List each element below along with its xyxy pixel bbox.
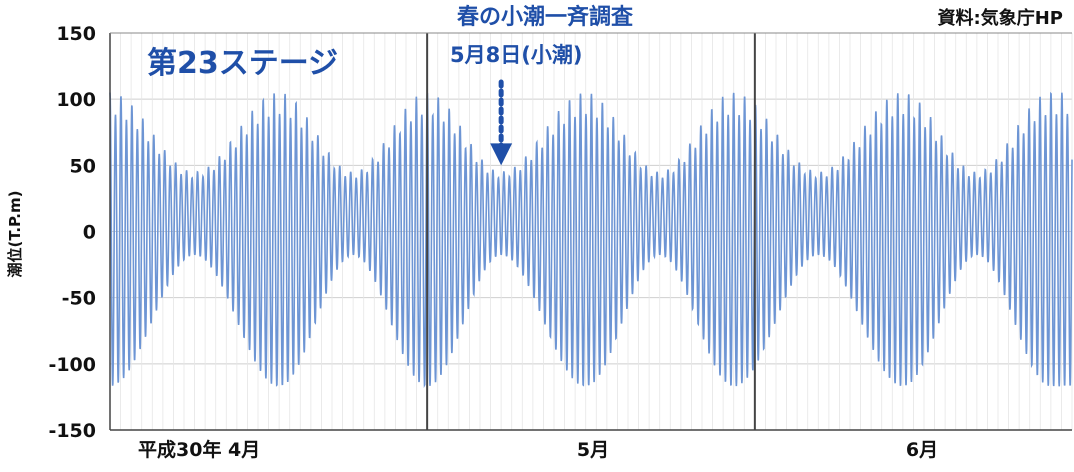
frame-layer xyxy=(109,32,1072,431)
tide-series-line xyxy=(109,91,1073,389)
y-tick-label: -100 xyxy=(48,354,96,376)
chart-title: 春の小潮一斉調査 xyxy=(457,4,634,30)
x-period-label: 5月 xyxy=(577,439,609,461)
x-period-label: 6月 xyxy=(906,439,938,461)
source-label: 資料:気象庁HP xyxy=(938,7,1063,29)
y-tick-label: 50 xyxy=(70,155,96,177)
y-tick-label: -50 xyxy=(62,288,96,310)
x-period-label: 平成30年 4月 xyxy=(138,438,260,461)
month-labels: 平成30年 4月 5月 6月 xyxy=(138,438,938,461)
y-tick-label: 0 xyxy=(83,222,96,244)
y-axis-label: 潮位(T.P.m) xyxy=(6,191,24,278)
y-tick-label: -150 xyxy=(48,420,96,442)
annotation-arrow-head xyxy=(490,143,513,166)
y-tick-label: 150 xyxy=(56,23,96,45)
y-tick-labels: 150 100 50 0 -50 -100 -150 xyxy=(48,23,96,442)
series-layer xyxy=(109,91,1073,389)
y-tick-label: 100 xyxy=(56,89,96,111)
stage-label: 第23ステージ xyxy=(147,46,338,81)
annotation-label: 5月8日(小潮) xyxy=(450,43,582,67)
